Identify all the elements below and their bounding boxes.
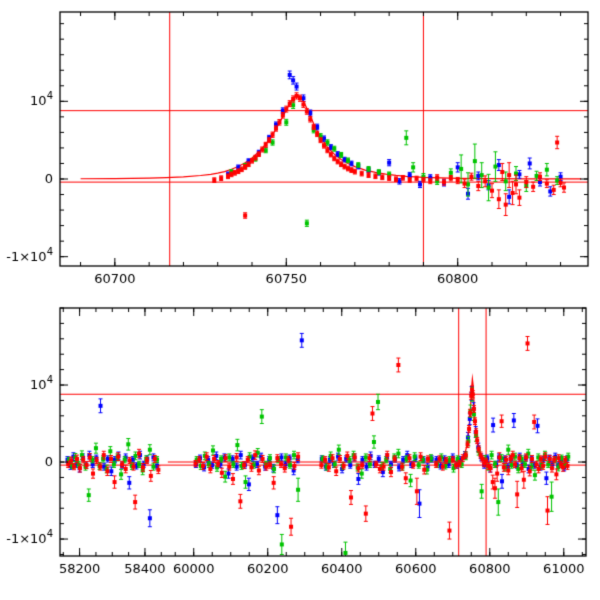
zoomed-light-curve-panel	[0, 0, 600, 300]
full-light-curve-panel	[0, 300, 600, 600]
